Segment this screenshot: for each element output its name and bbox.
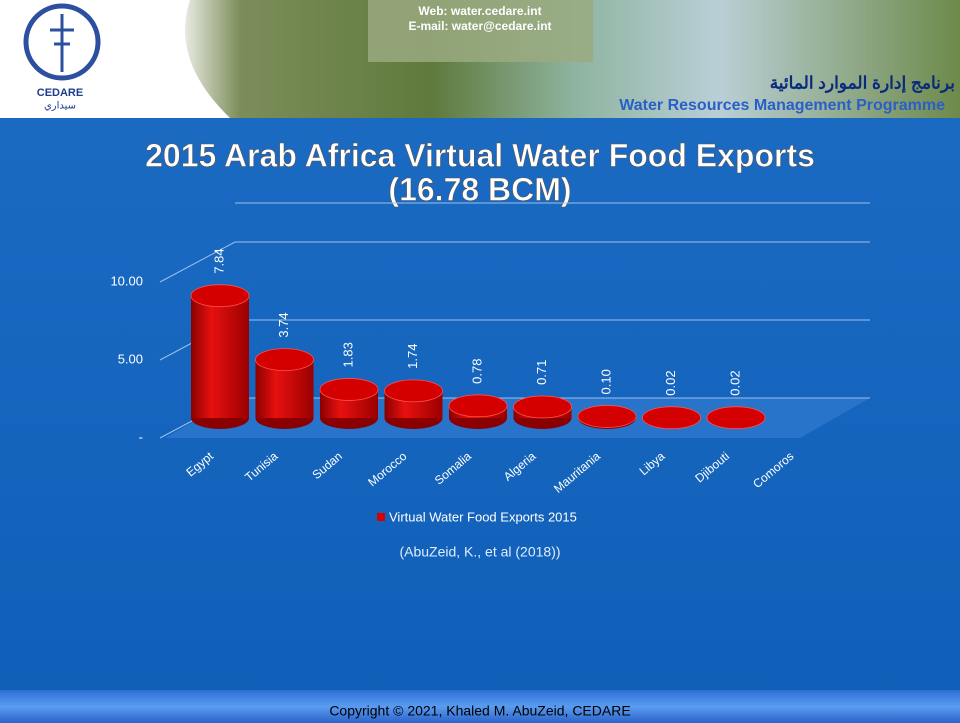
- bar-top: [190, 284, 250, 308]
- legend-label: Virtual Water Food Exports 2015: [389, 509, 577, 524]
- bar-top: [384, 379, 443, 403]
- legend-swatch: [377, 513, 385, 521]
- email: E-mail: water@cedare.int: [408, 19, 551, 33]
- data-label: 3.74: [276, 312, 291, 337]
- data-label: 0.78: [469, 359, 484, 384]
- chart-subtitle: (16.78 BCM): [388, 171, 571, 207]
- programme: Water Resources Management Programme: [619, 97, 945, 114]
- logo-arabic: سيداري: [44, 101, 76, 112]
- data-label: 7.84: [211, 248, 226, 273]
- data-label: 1.83: [340, 342, 355, 367]
- bar-top: [706, 406, 766, 430]
- logo-ring: [23, 3, 101, 81]
- chart-title: 2015 Arab Africa Virtual Water Food Expo…: [145, 137, 815, 173]
- y-tick-label: -: [139, 429, 143, 444]
- data-label: 0.02: [727, 370, 742, 395]
- bar-top: [255, 348, 314, 372]
- data-label: 0.02: [663, 370, 678, 395]
- programme-arabic: برنامج إدارة الموارد المائية: [770, 73, 955, 93]
- data-label: 0.10: [598, 369, 613, 394]
- bar-top: [513, 395, 572, 419]
- data-label: 0.71: [534, 360, 549, 385]
- y-tick-label: 10.00: [110, 273, 143, 288]
- bar: [191, 295, 249, 418]
- bar-top: [577, 405, 637, 428]
- data-label: 1.74: [405, 344, 420, 369]
- bar-top: [319, 378, 379, 401]
- bar-top: [448, 394, 508, 418]
- logo-text: CEDARE: [37, 87, 83, 99]
- footer-bar: [0, 690, 960, 723]
- web: Web: water.cedare.int: [418, 4, 541, 18]
- contact-box: [368, 0, 593, 62]
- logo-icon: [50, 14, 74, 72]
- copyright: Copyright © 2021, Khaled M. AbuZeid, CED…: [329, 703, 630, 719]
- source: (AbuZeid, K., et al (2018)): [399, 544, 560, 560]
- bar-top: [642, 406, 701, 430]
- y-tick-label: 5.00: [118, 351, 143, 366]
- grid-line: [159, 241, 870, 283]
